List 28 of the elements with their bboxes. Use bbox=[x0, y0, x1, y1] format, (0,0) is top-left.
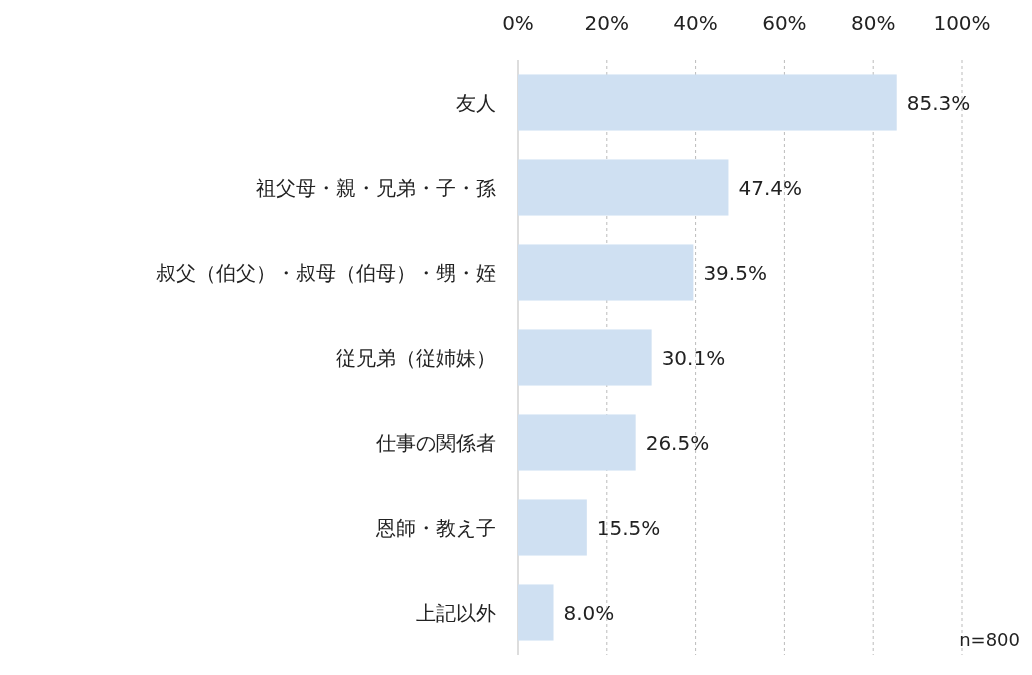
y-tick-label: 祖父母・親・兄弟・子・孫 bbox=[256, 175, 496, 200]
data-label: 47.4% bbox=[738, 175, 802, 200]
data-label: 15.5% bbox=[596, 515, 661, 540]
data-label: 85.3% bbox=[906, 90, 971, 115]
bar bbox=[518, 329, 652, 386]
y-tick-label: 仕事の関係者 bbox=[375, 430, 496, 455]
data-label: 30.1% bbox=[661, 345, 726, 370]
bar bbox=[518, 499, 587, 556]
y-tick-label: 友人 bbox=[456, 90, 496, 115]
x-tick-label: 40% bbox=[673, 11, 718, 35]
x-tick-label: 60% bbox=[762, 11, 807, 35]
y-tick-label: 従兄弟（従姉妹） bbox=[336, 345, 496, 370]
bar bbox=[518, 74, 897, 131]
bar bbox=[518, 414, 636, 471]
y-tick-label: 恩師・教え子 bbox=[375, 515, 496, 540]
y-tick-label: 上記以外 bbox=[416, 600, 496, 625]
y-tick-label: 叔父（伯父）・叔母（伯母）・甥・姪 bbox=[156, 260, 496, 285]
data-label: 8.0% bbox=[563, 600, 615, 625]
x-tick-label: 20% bbox=[584, 11, 630, 35]
annotation: n=800 bbox=[959, 629, 1020, 650]
bar bbox=[518, 584, 554, 641]
x-tick-label: 80% bbox=[850, 11, 896, 35]
data-label: 26.5% bbox=[645, 430, 710, 455]
x-tick-label: 100% bbox=[933, 11, 991, 35]
data-label: 39.5% bbox=[703, 260, 767, 285]
x-tick-label: 0% bbox=[502, 11, 534, 35]
bar bbox=[518, 244, 694, 301]
bar bbox=[518, 159, 729, 216]
